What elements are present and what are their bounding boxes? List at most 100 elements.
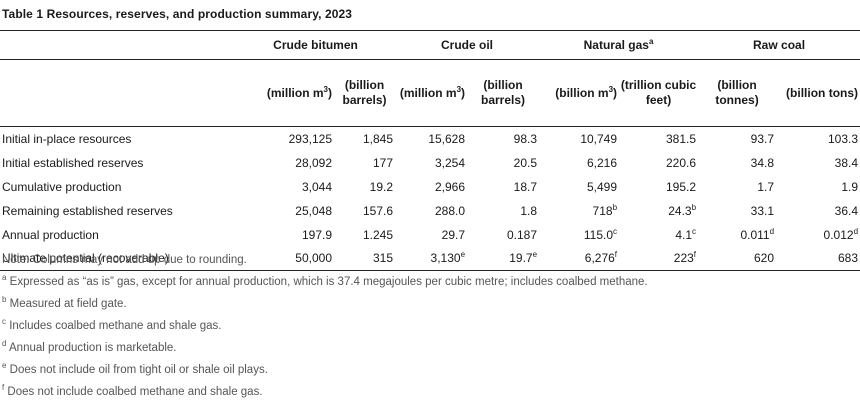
row-label: Cumulative production bbox=[2, 179, 122, 194]
row-label: Annual production bbox=[2, 227, 99, 242]
table-cell: 220.6 bbox=[619, 151, 698, 175]
cell-value: 3,254 bbox=[434, 155, 466, 170]
group-natural-gas: Natural gasa bbox=[539, 31, 698, 60]
table-cell: 223f bbox=[619, 247, 698, 271]
footnotes: Note: Columns may not add up due to roun… bbox=[2, 251, 648, 405]
table-cell: 1.245 bbox=[334, 223, 395, 247]
table-cell: 93.7 bbox=[698, 127, 776, 151]
cell-value: 5,499 bbox=[587, 179, 618, 194]
table-title: Table 1 Resources, reserves, and product… bbox=[2, 7, 353, 21]
unit-sup: 3 bbox=[323, 84, 328, 94]
table-cell: 1.8 bbox=[467, 199, 539, 223]
table-cell: 25,048 bbox=[236, 199, 334, 223]
cell-value: 18.7 bbox=[513, 179, 538, 194]
row-label: Initial established reserves bbox=[2, 155, 144, 170]
table-cell: 50,000 bbox=[236, 247, 334, 271]
table-cell: 29.7 bbox=[395, 223, 467, 247]
table-cell: 288.0 bbox=[395, 199, 467, 223]
footnote-text: Expressed as “as is” gas, except for ann… bbox=[6, 276, 648, 288]
table-cell: 18.7 bbox=[467, 175, 539, 199]
footnote-text: Does not include oil from tight oil or s… bbox=[6, 364, 268, 376]
cell-value: 3,130 bbox=[430, 251, 461, 266]
footnote-text: Includes coalbed methane and shale gas. bbox=[6, 320, 222, 332]
cell-value: 195.2 bbox=[666, 179, 697, 194]
cell-value: 197.9 bbox=[301, 227, 332, 242]
unit-oil-m3: (million m3) bbox=[395, 60, 467, 127]
table-cell: 34.8 bbox=[698, 151, 776, 175]
table-cell: 115.0c bbox=[539, 223, 619, 247]
cell-value: 19.2 bbox=[369, 179, 394, 194]
footnote-letter: e bbox=[2, 361, 7, 371]
unit-bitumen-m3: (million m3) bbox=[236, 60, 334, 127]
header-blank bbox=[0, 31, 236, 60]
footnote-marker: b bbox=[691, 202, 697, 212]
footnote: a Expressed as “as is” gas, except for a… bbox=[2, 273, 648, 295]
unit-sup: 3 bbox=[456, 84, 462, 94]
table-cell: 19.2 bbox=[334, 175, 395, 199]
cell-value: 28,092 bbox=[295, 155, 332, 170]
table-cell: 2,966 bbox=[395, 175, 467, 199]
table-cell: 98.3 bbox=[467, 127, 539, 151]
cell-value: 25,048 bbox=[295, 203, 332, 218]
table-cell: 195.2 bbox=[619, 175, 698, 199]
footnote-letter: b bbox=[2, 295, 7, 305]
table-cell: 6,216 bbox=[539, 151, 619, 175]
table-cell: 620 bbox=[698, 247, 776, 271]
table-cell: 293,125 bbox=[236, 127, 334, 151]
table-cell: 197.9 bbox=[236, 223, 334, 247]
cell-value: 223 bbox=[673, 251, 694, 266]
table-cell: 1,845 bbox=[334, 127, 395, 151]
table-cell: 177 bbox=[334, 151, 395, 175]
table-cell: 1.9 bbox=[776, 175, 860, 199]
unit-bitumen-barrels: (billion barrels) bbox=[342, 78, 387, 107]
table-cell: 15,628 bbox=[395, 127, 467, 151]
table-row: Initial in-place resources 293,125 1,845 15… bbox=[0, 127, 860, 151]
footnote-marker: b bbox=[612, 202, 618, 212]
table-cell: 718b bbox=[539, 199, 619, 223]
table-cell: 6,276f bbox=[539, 247, 619, 271]
unit-text: (billion m bbox=[555, 85, 609, 100]
table-row: Remaining established reserves 25,048 157.… bbox=[0, 199, 860, 223]
footnote-marker: d bbox=[853, 226, 859, 236]
table-cell: 157.6 bbox=[334, 199, 395, 223]
cell-value: 15,628 bbox=[428, 131, 466, 146]
footnote: d Annual production is marketable. bbox=[2, 339, 648, 361]
cell-value: 0.187 bbox=[507, 227, 538, 242]
cell-value: 0.011 bbox=[740, 227, 770, 242]
table-row: Ultimate potential (recoverable) 50,000 31… bbox=[0, 247, 860, 271]
table-cell: 36.4 bbox=[776, 199, 860, 223]
footnote-text: Measured at field gate. bbox=[6, 298, 127, 310]
cell-value: 6,276 bbox=[584, 251, 615, 266]
cell-value: 1.245 bbox=[362, 227, 394, 242]
group-header-row: Crude bitumen Crude oil Natural gasa Raw… bbox=[0, 30, 860, 60]
cell-value: 0.012 bbox=[823, 227, 854, 242]
unit-blank bbox=[0, 60, 236, 127]
unit-coal-tonnes: (billion tonnes) bbox=[715, 78, 759, 107]
unit-oil-barrels: (billion barrels) bbox=[481, 78, 526, 107]
table-cell: 38.4 bbox=[776, 151, 860, 175]
cell-value: 718 bbox=[592, 203, 613, 218]
footnote-letter: d bbox=[2, 339, 7, 349]
footnote-marker: f bbox=[614, 250, 618, 260]
cell-value: 4.1 bbox=[675, 227, 693, 242]
table-body: Initial in-place resources 293,125 1,845 15… bbox=[0, 127, 860, 271]
table-cell: 19.7e bbox=[467, 247, 539, 271]
footnote-text: Annual production is marketable. bbox=[6, 342, 177, 354]
cell-value: 288.0 bbox=[434, 203, 466, 218]
table-cell: 4.1c bbox=[619, 223, 698, 247]
cell-value: 683 bbox=[838, 251, 859, 266]
row-label: Remaining established reserves bbox=[2, 203, 173, 218]
cell-value: 315 bbox=[372, 251, 394, 266]
group-crude-oil: Crude oil bbox=[441, 38, 494, 52]
table-cell: 20.5 bbox=[467, 151, 539, 175]
cell-value: 1,845 bbox=[362, 131, 394, 146]
footnote-text: Does not include coalbed methane and sha… bbox=[4, 386, 263, 398]
table-cell: 0.012d bbox=[776, 223, 860, 247]
cell-value: 103.3 bbox=[828, 131, 859, 146]
unit-close: ) bbox=[613, 85, 618, 100]
footnote-text: Note: Columns may not add up due to roun… bbox=[2, 254, 247, 266]
cell-value: 36.4 bbox=[834, 203, 859, 218]
cell-value: 1.7 bbox=[757, 179, 775, 194]
cell-value: 293,125 bbox=[288, 131, 332, 146]
cell-value: 620 bbox=[754, 251, 775, 266]
